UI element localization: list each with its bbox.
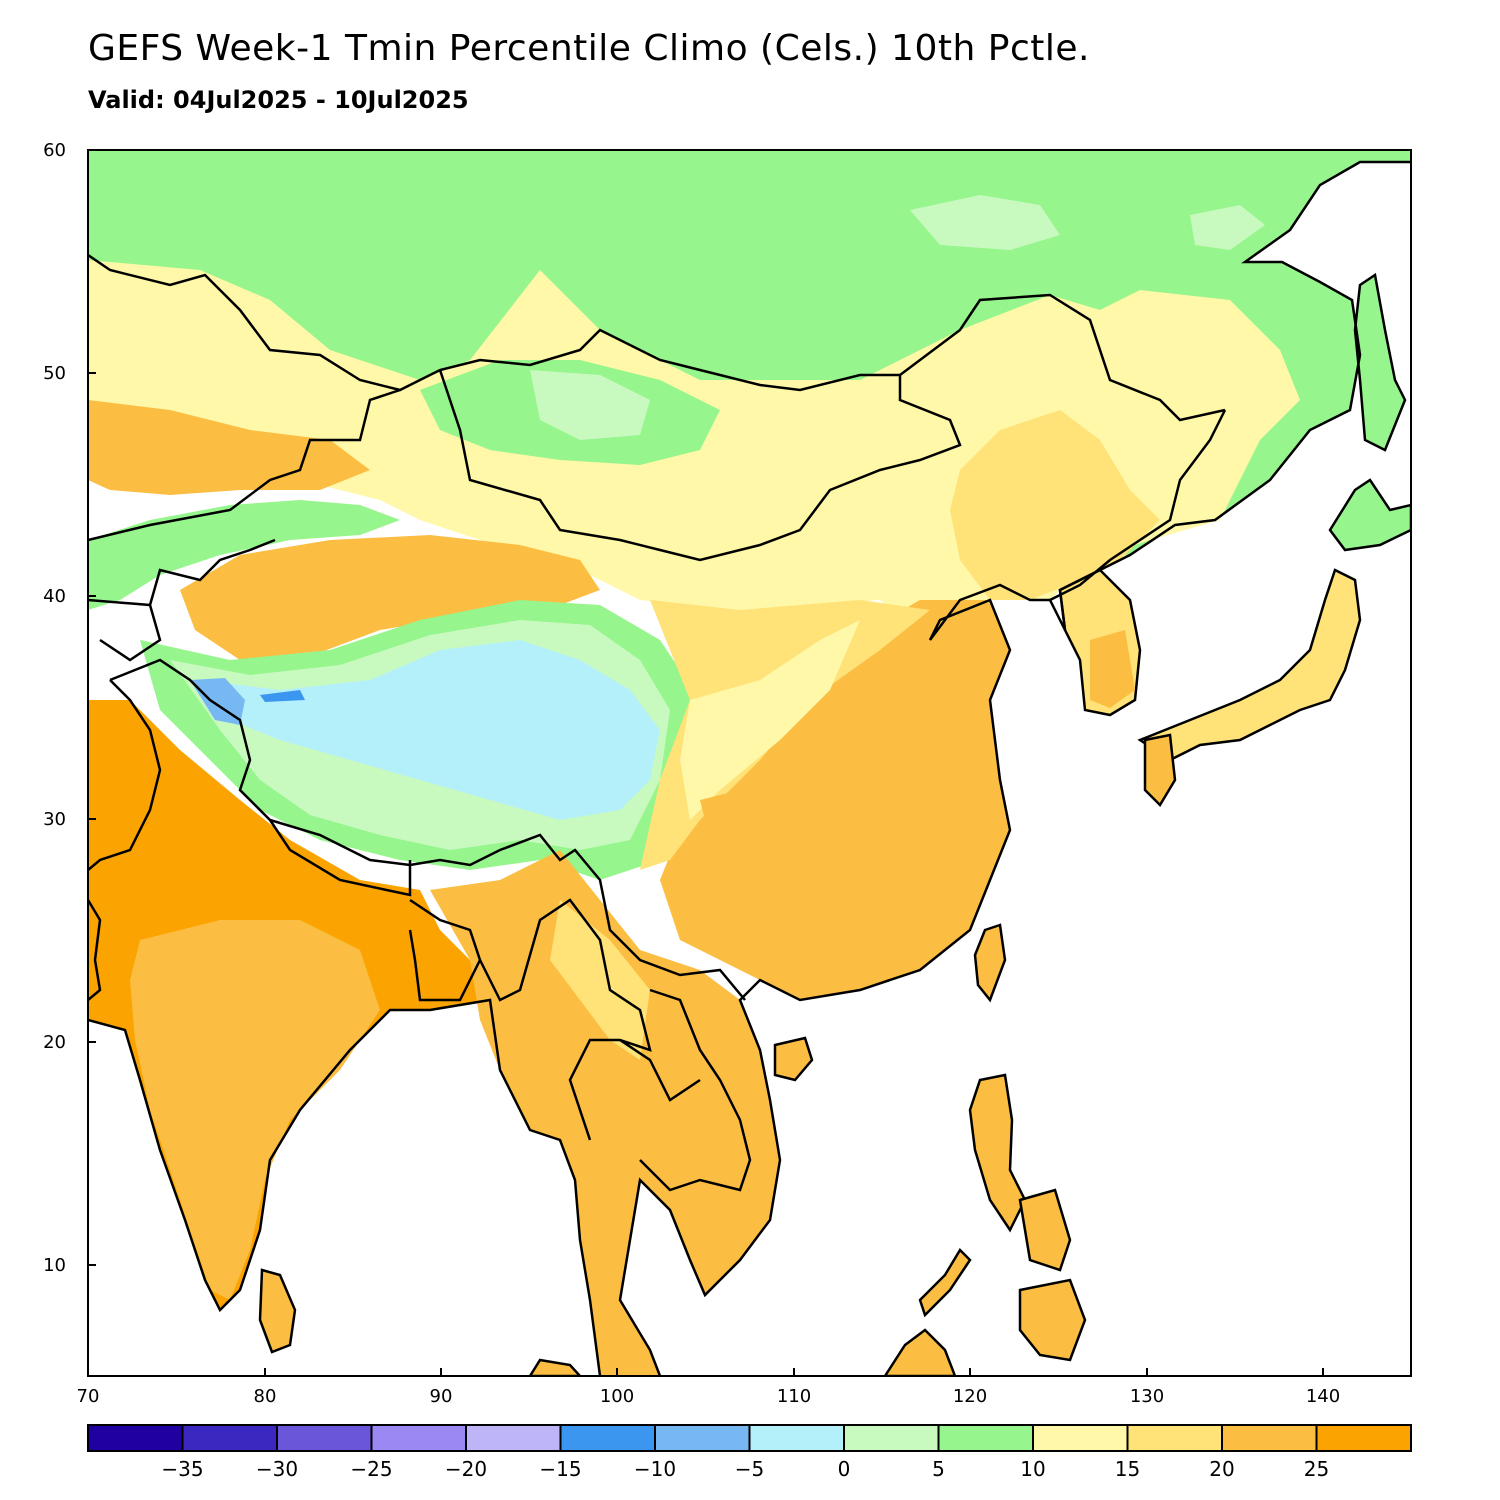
- colorbar-swatch: [181, 1424, 278, 1452]
- colorbar-label: −25: [350, 1457, 392, 1481]
- y-axis: 10 20 30 40 50 60: [43, 140, 96, 1276]
- philippines-visayas: [1018, 1188, 1072, 1272]
- x-tick-label: 120: [953, 1386, 987, 1407]
- border-china-south-asia: [109, 658, 746, 1001]
- colorbar-label: −30: [256, 1457, 298, 1481]
- siberia-light-patch: [910, 195, 1060, 250]
- map-area: [88, 150, 1411, 1376]
- x-tick-label: 110: [777, 1386, 811, 1407]
- colorbar-swatch: [559, 1424, 656, 1452]
- x-axis: 70 80 90 100 110 120 130 140: [77, 1368, 1340, 1407]
- japan-kyushu: [1143, 733, 1177, 808]
- siberia-light-patch-2: [1190, 205, 1265, 250]
- philippines-mindanao: [1018, 1278, 1087, 1362]
- tibet-cold-core: [200, 640, 660, 820]
- y-tick-label: 30: [43, 809, 66, 830]
- india-peninsula-orange: [130, 920, 380, 1300]
- colorbar-swatch: [1032, 1424, 1129, 1452]
- seasia-yellow-band: [550, 900, 650, 1060]
- border-central-asia: [88, 388, 401, 662]
- central-asia-green-band: [88, 500, 400, 610]
- hainan: [773, 1036, 814, 1082]
- tibet-cold-spot-2: [260, 690, 305, 702]
- colorbar-swatch: [1126, 1424, 1223, 1452]
- land-east-china: [660, 600, 1010, 1000]
- colorbar-swatch: [843, 1424, 940, 1452]
- sumatra-tip: [528, 1358, 582, 1376]
- colorbar-label: −15: [539, 1457, 581, 1481]
- tarim-basin: [180, 535, 600, 660]
- japan-hokkaido: [1328, 478, 1411, 552]
- colorbar-swatch: [1221, 1424, 1318, 1452]
- colorbar-label: −20: [445, 1457, 487, 1481]
- colorbar-swatch: [465, 1424, 562, 1452]
- y-tick-label: 40: [43, 586, 66, 607]
- y-tick-label: 50: [43, 363, 66, 384]
- palawan: [918, 1247, 972, 1318]
- map-frame: [87, 149, 1412, 1377]
- sri-lanka: [258, 1268, 297, 1354]
- china-light-yellow: [680, 620, 860, 820]
- colorbar-label: 10: [1020, 1457, 1045, 1481]
- x-tick-label: 130: [1130, 1386, 1164, 1407]
- sichuan-orange-spot: [700, 790, 745, 840]
- philippines-luzon: [968, 1073, 1027, 1233]
- coastline-mainland: [88, 160, 1411, 1376]
- colorbar-label: 0: [838, 1457, 851, 1481]
- land-southeast-asia: [430, 850, 780, 1376]
- colorbar-label: −5: [735, 1457, 764, 1481]
- colorbar-swatch: [370, 1424, 467, 1452]
- northeast-china: [950, 410, 1160, 600]
- colorbar-label: 5: [932, 1457, 945, 1481]
- border-mainland-se-asia: [478, 898, 752, 1192]
- border-nepal-bangladesh: [268, 819, 482, 1002]
- valid-date-range: Valid: 04Jul2025 - 10Jul2025: [88, 86, 469, 114]
- colorbar-label: 25: [1304, 1457, 1329, 1481]
- y-tick-label: 10: [43, 1255, 66, 1276]
- y-tick-label: 20: [43, 1032, 66, 1053]
- colorbar-swatch: [654, 1424, 751, 1452]
- borneo: [883, 1328, 957, 1376]
- colorbar-swatch: [87, 1424, 184, 1452]
- border-china-korea: [1049, 409, 1227, 602]
- border-russia-kazakhstan: [88, 253, 1226, 422]
- colorbar-label: −10: [634, 1457, 676, 1481]
- x-tick-label: 140: [1306, 1386, 1340, 1407]
- taiwan: [973, 923, 1007, 1003]
- sakhalin: [1353, 272, 1407, 452]
- x-tick-label: 100: [600, 1386, 634, 1407]
- colorbar-label: 15: [1115, 1457, 1140, 1481]
- map-title: GEFS Week-1 Tmin Percentile Climo (Cels.…: [88, 28, 1090, 69]
- colorbar-swatch: [748, 1424, 845, 1452]
- x-tick-label: 80: [254, 1386, 277, 1407]
- border-mongolia-china: [438, 369, 962, 562]
- mongolia-light: [530, 370, 650, 440]
- colorbar-swatch: [1315, 1424, 1412, 1452]
- korea-orange: [1090, 630, 1135, 708]
- y-tick-label: 60: [43, 140, 66, 161]
- x-tick-label: 90: [430, 1386, 453, 1407]
- colorbar-label: 20: [1209, 1457, 1234, 1481]
- colorbar-label: −35: [161, 1457, 203, 1481]
- colorbar-swatch: [937, 1424, 1034, 1452]
- x-tick-label: 70: [77, 1386, 100, 1407]
- colorbar: −35 −30 −25 −20 −15 −10 −5 0 5 10 15 20 25: [87, 1424, 1412, 1481]
- border-india-pakistan: [88, 679, 162, 1001]
- colorbar-swatch: [276, 1424, 373, 1452]
